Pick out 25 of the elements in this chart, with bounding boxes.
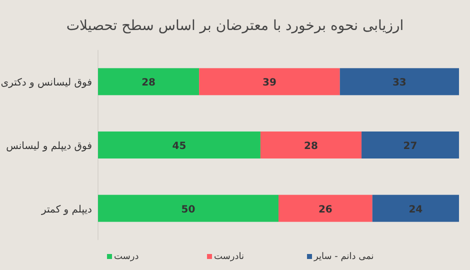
- data-label: 33: [392, 78, 406, 89]
- data-label: 26: [318, 204, 332, 216]
- data-label: 28: [304, 141, 318, 152]
- y-tick-label: فوق دیپلم و لیسانس: [6, 141, 92, 152]
- bar: [260, 132, 362, 158]
- bar: [98, 132, 260, 158]
- bar: [340, 68, 459, 96]
- bar: [199, 68, 340, 96]
- bar: [278, 194, 372, 222]
- y-tick-label: فوق لیسانس و دکتری: [0, 78, 92, 89]
- data-label: 45: [172, 141, 186, 152]
- legend-label: درست: [114, 252, 139, 262]
- data-label: 39: [262, 78, 276, 89]
- y-tick-label: دیپلم و کمتر: [40, 204, 92, 216]
- chart-title: ارزیابی نحوه برخورد با معترضان بر اساس سطح تحصیلات: [66, 18, 404, 34]
- bar: [362, 132, 459, 158]
- legend-label: نمی دانم - سایر: [313, 252, 374, 262]
- data-label: 27: [403, 141, 418, 152]
- legend-label: نادرست: [214, 252, 244, 262]
- data-label: 50: [181, 204, 196, 216]
- bar: [98, 68, 200, 96]
- bar: [98, 194, 278, 222]
- data-label: 28: [142, 78, 156, 89]
- bar: [372, 194, 459, 222]
- data-label: 24: [408, 204, 423, 216]
